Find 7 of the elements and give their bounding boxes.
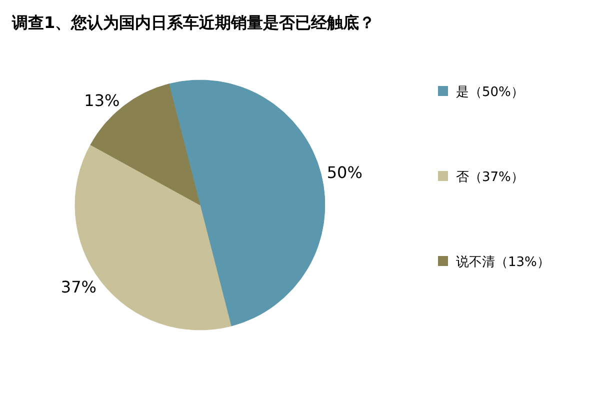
legend-label: 说不清（13%）	[456, 255, 550, 270]
legend-label: 否（37%）	[456, 170, 524, 185]
data-label: 50%	[326, 162, 362, 182]
legend-label: 是（50%）	[456, 85, 524, 100]
chart-title: 调查1、您认为国内日系车近期销量是否已经触底？	[11, 13, 376, 32]
data-label: 13%	[84, 90, 120, 110]
data-label: 37%	[60, 278, 96, 297]
